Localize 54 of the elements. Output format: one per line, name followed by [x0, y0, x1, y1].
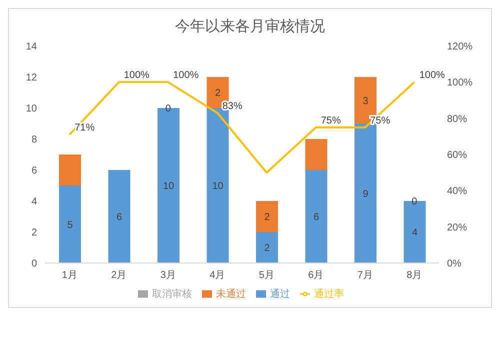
bar	[59, 154, 81, 186]
y2-tick-label: 40%	[447, 186, 468, 198]
data-label: 9	[362, 188, 369, 200]
y2-tick-label: 0%	[447, 258, 462, 270]
bar	[354, 124, 376, 263]
x-tick-label: 7月	[357, 270, 373, 282]
x-tick-label: 6月	[308, 270, 324, 282]
x-tick-label: 8月	[406, 270, 422, 282]
x-tick-label: 3月	[160, 270, 176, 282]
data-label: 71%	[74, 122, 95, 134]
data-label: 100%	[124, 70, 150, 82]
y-tick-label: 4	[31, 196, 38, 208]
legend-label: 通过率	[314, 289, 344, 300]
bar	[59, 186, 81, 263]
legend-label: 通过	[270, 289, 290, 300]
y-tick-label: 2	[31, 228, 38, 239]
data-label: 2	[264, 212, 270, 224]
x-tick-label: 4月	[210, 270, 226, 282]
y2-tick-label: 80%	[447, 114, 468, 125]
legend-label: 未通过	[216, 289, 246, 300]
x-tick-label: 1月	[62, 270, 78, 282]
data-label: 6	[116, 212, 122, 224]
y2-tick-label: 20%	[447, 222, 468, 234]
y-tick-label: 8	[31, 134, 38, 146]
data-label: 2	[264, 243, 270, 254]
data-label: 6	[313, 212, 320, 224]
y-tick-label: 10	[26, 104, 38, 115]
bar	[305, 139, 328, 170]
data-label: 5	[67, 220, 74, 231]
data-label: 100%	[419, 70, 446, 82]
bar	[256, 201, 278, 232]
line-series	[68, 81, 416, 174]
x-tick-label: 2月	[111, 270, 127, 282]
data-label: 10	[162, 181, 174, 192]
data-label: 4	[412, 228, 418, 239]
data-label: 10	[212, 181, 224, 192]
bar	[305, 170, 328, 263]
data-label: 3	[362, 96, 369, 107]
bar	[256, 232, 278, 263]
chart-title: 今年以来各月审核情况	[174, 17, 326, 36]
x-tick-label: 5月	[258, 270, 274, 282]
y-tick-label: 0	[31, 258, 38, 270]
legend-label: 取消审核	[152, 289, 192, 300]
bar	[108, 170, 130, 263]
y2-tick-label: 100%	[447, 78, 473, 89]
y-tick-label: 12	[26, 72, 38, 84]
data-label: 100%	[173, 70, 199, 82]
data-label: 2	[214, 88, 221, 100]
y2-tick-label: 120%	[447, 42, 473, 53]
bar	[206, 108, 229, 263]
data-label: 75%	[320, 115, 341, 126]
y-tick-label: 6	[31, 166, 38, 177]
y-tick-label: 14	[26, 42, 38, 53]
y2-tick-label: 60%	[447, 150, 468, 162]
